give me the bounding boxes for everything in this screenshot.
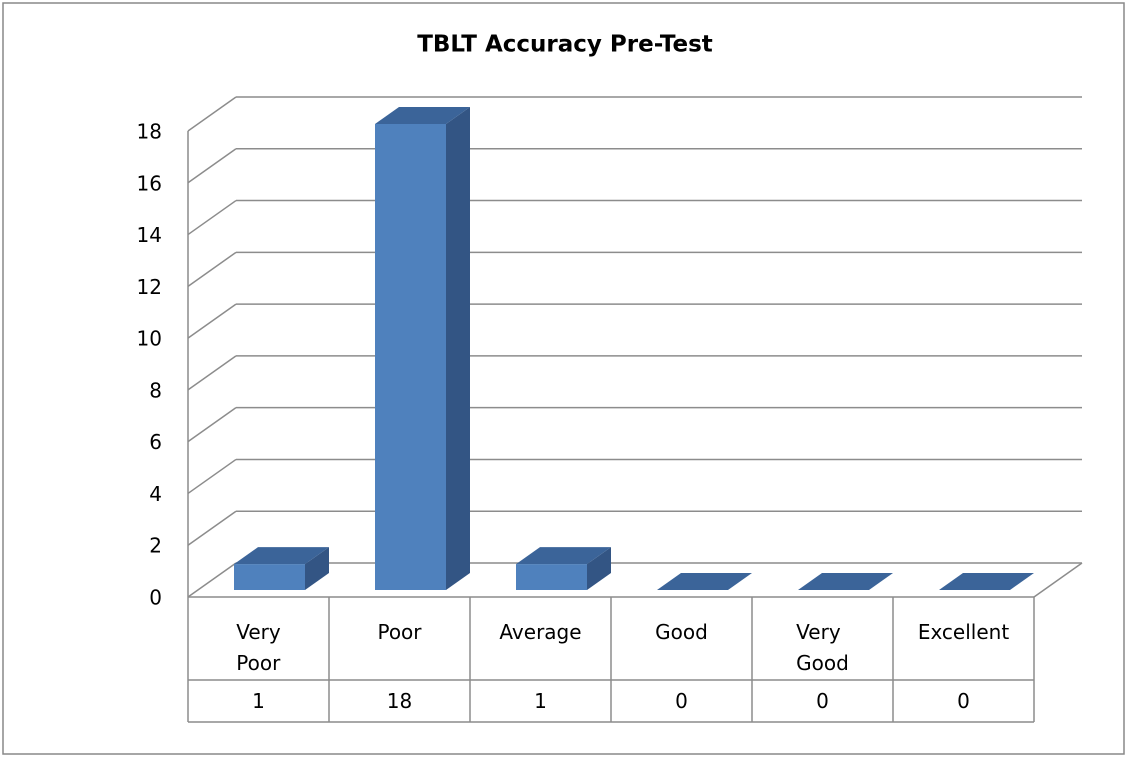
bar-side: [305, 547, 329, 590]
x-tick-label: Excellent: [893, 617, 1034, 680]
y-tick-label: 12: [137, 275, 162, 299]
x-tick-label-text: Poor: [377, 620, 422, 644]
table-value-text: 18: [386, 688, 413, 713]
table-value: 1: [188, 680, 329, 722]
y-tick-label: 6: [149, 430, 162, 454]
table-value-text: 0: [816, 688, 829, 713]
bar-top: [375, 107, 470, 124]
x-tick-label: Poor: [329, 617, 470, 680]
bar: [375, 107, 470, 590]
y-tick-label: 14: [137, 223, 162, 247]
y-tick-label: 16: [137, 171, 162, 195]
grid-line: [187, 458, 237, 495]
table-value-text: 1: [534, 688, 547, 713]
table-value: 0: [752, 680, 893, 722]
grid-line: [187, 510, 237, 546]
table-value-text: 0: [675, 688, 688, 713]
grid-line: [187, 199, 237, 236]
bar: [516, 547, 611, 590]
chart-title: TBLT Accuracy Pre-Test: [417, 32, 713, 58]
bar-side: [587, 547, 611, 590]
x-tick-label-text: Very Poor: [236, 620, 281, 675]
x-tick-label-text: Good: [655, 620, 708, 644]
grid-line: [187, 355, 237, 391]
floor-edge: [1033, 562, 1083, 598]
x-tick-label: Good: [611, 617, 752, 680]
bar-top: [657, 573, 752, 590]
y-tick-label: 0: [149, 586, 162, 610]
bar: [798, 573, 893, 590]
bar-front: [516, 564, 587, 590]
table-value: 0: [611, 680, 752, 722]
grid-line: [187, 251, 237, 287]
bar-side: [446, 107, 470, 590]
x-tick-label: Average: [470, 617, 611, 680]
table-value-text: 1: [252, 688, 265, 713]
y-tick-label: 18: [137, 120, 162, 144]
x-tick-label-text: Very Good: [796, 620, 849, 675]
bar: [657, 573, 752, 590]
bar-front: [375, 124, 446, 590]
bar-front: [234, 564, 305, 590]
table-value: 1: [470, 680, 611, 722]
grid-line: [187, 148, 237, 184]
x-tick-label: Very Poor: [188, 617, 329, 680]
table-value: 18: [329, 680, 470, 722]
y-tick-label: 10: [137, 327, 162, 351]
x-tick-label-text: Average: [499, 620, 582, 644]
y-tick-label: 8: [149, 378, 162, 402]
y-tick-label: 2: [149, 534, 162, 558]
grid-line: [187, 96, 237, 132]
bar-top: [798, 573, 893, 590]
table-value: 0: [893, 680, 1034, 722]
x-tick-label-text: Excellent: [917, 620, 1010, 644]
y-tick-label: 4: [149, 482, 162, 506]
grid-line: [187, 407, 237, 443]
bar: [939, 573, 1034, 590]
grid-line: [187, 562, 237, 598]
table-value-text: 0: [957, 688, 970, 713]
grid-line: [187, 303, 237, 339]
x-tick-label: Very Good: [752, 617, 893, 680]
bar-top: [939, 573, 1034, 590]
bar-top: [234, 547, 329, 565]
bar-top: [516, 547, 611, 565]
bar: [234, 547, 329, 590]
